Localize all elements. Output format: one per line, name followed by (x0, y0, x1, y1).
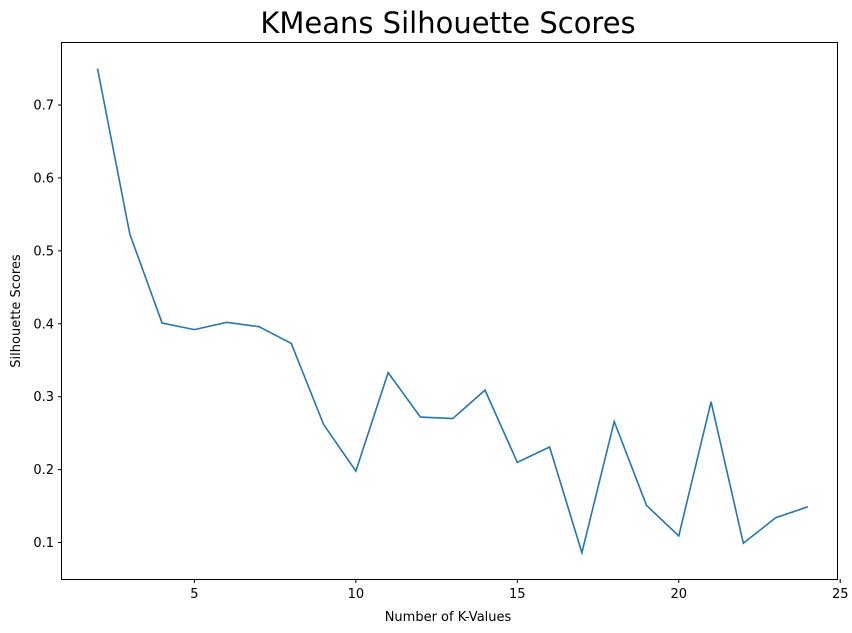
y-tick-label: 0.2 (33, 463, 54, 478)
y-axis-label: Silhouette Scores (9, 254, 24, 368)
x-axis: 5 10 15 20 25 (190, 579, 849, 602)
y-tick-label: 0.7 (33, 98, 54, 113)
y-tick-label: 0.4 (33, 317, 54, 332)
y-tick-label: 0.5 (33, 244, 54, 259)
y-tick-label: 0.3 (33, 390, 54, 405)
x-tick-label: 10 (348, 587, 365, 602)
x-tick-label: 5 (190, 587, 198, 602)
x-tick-label: 15 (509, 587, 526, 602)
y-tick-label: 0.1 (33, 536, 54, 551)
x-axis-label: Number of K-Values (385, 610, 512, 625)
x-tick-label: 25 (832, 587, 849, 602)
y-tick-label: 0.6 (33, 171, 54, 186)
plot-area (61, 42, 838, 580)
x-tick-label: 20 (670, 587, 687, 602)
y-axis: 0.1 0.2 0.3 0.4 0.5 0.6 0.7 (33, 98, 62, 551)
series-line (96, 68, 809, 556)
chart-title: KMeans Silhouette Scores (260, 6, 635, 40)
